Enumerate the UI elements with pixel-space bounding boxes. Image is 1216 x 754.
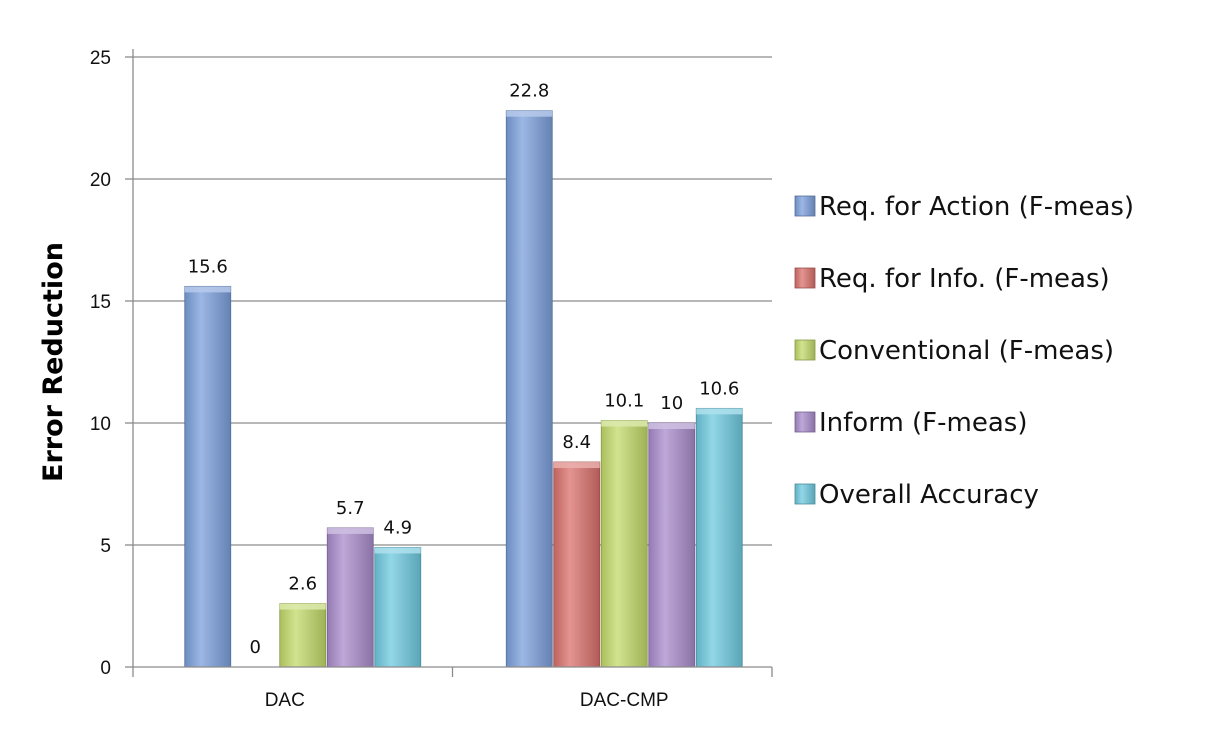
axes: 0 5 10 15 20 25 DAC DAC-CMP (90, 48, 773, 711)
y-tick-label: 10 (90, 414, 111, 435)
bar (600, 420, 648, 668)
y-axis-title: Error Reduction (38, 242, 69, 482)
x-category-label: DAC-CMP (580, 690, 669, 711)
data-label: 4.9 (383, 517, 412, 538)
y-tick-label: 25 (90, 48, 111, 69)
legend-label: Conventional (F-meas) (819, 336, 1114, 366)
legend-swatch (794, 267, 816, 289)
bar-cap (601, 420, 648, 427)
bar-cap (506, 110, 553, 117)
legend-swatch (794, 483, 816, 505)
legend: Req. for Action (F-meas) Req. for Info. (… (794, 192, 1134, 510)
bar-cap (184, 286, 231, 293)
legend-swatch (794, 339, 816, 361)
y-tick-label: 0 (100, 658, 111, 679)
bar-cap (279, 603, 326, 610)
data-label: 10.1 (604, 391, 644, 412)
data-label: 2.6 (288, 574, 317, 595)
bar (505, 110, 553, 668)
data-label: 0 (250, 637, 261, 658)
bar (279, 603, 327, 668)
legend-label: Req. for Info. (F-meas) (819, 264, 1110, 294)
bar-cap (648, 423, 695, 429)
bar-cap (696, 408, 743, 415)
data-label: 15.6 (188, 256, 228, 277)
data-label: 5.7 (336, 498, 365, 519)
bar (648, 422, 696, 668)
y-tick-label: 15 (90, 292, 111, 313)
bar (695, 407, 743, 668)
legend-swatch (794, 411, 816, 433)
legend-label: Req. for Action (F-meas) (819, 192, 1134, 222)
bars (184, 110, 743, 668)
data-label: 22.8 (509, 81, 549, 102)
bar (184, 285, 232, 668)
data-label: 10.6 (699, 378, 739, 399)
bar (374, 547, 422, 668)
x-category-label: DAC (265, 690, 305, 711)
bar (326, 527, 374, 668)
data-label: 10 (660, 393, 683, 414)
bar-cap (553, 462, 600, 469)
bar-cap (374, 547, 421, 554)
data-label: 8.4 (562, 432, 591, 453)
bar (553, 461, 601, 668)
legend-label: Overall Accuracy (819, 480, 1039, 510)
y-tick-label: 20 (90, 170, 111, 191)
data-labels: 15.6 0 2.6 5.7 4.9 22.8 8.4 10.1 10 10.6 (188, 81, 740, 658)
bar-cap (327, 527, 374, 534)
legend-label: Inform (F-meas) (819, 408, 1027, 438)
y-tick-label: 5 (100, 536, 111, 557)
legend-swatch (794, 195, 816, 217)
